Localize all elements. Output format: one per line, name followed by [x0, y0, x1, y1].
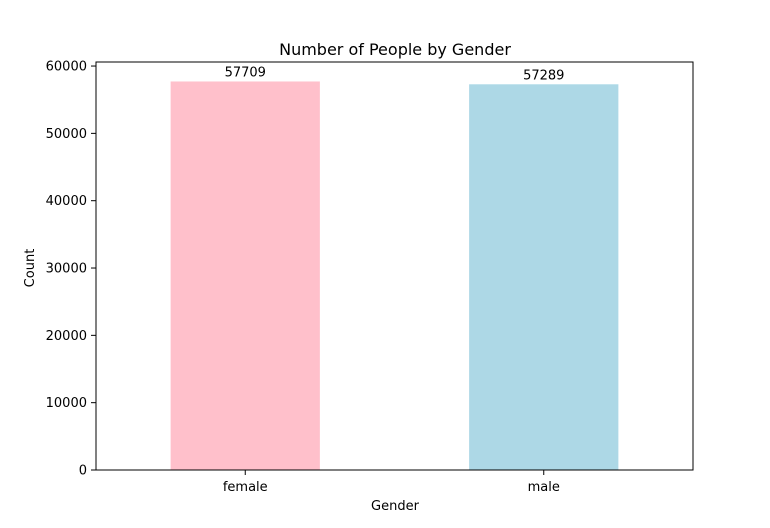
data-label-female: 57709	[225, 65, 266, 80]
y-tick-label-50000: 50000	[46, 127, 87, 142]
y-tick-label-10000: 10000	[46, 396, 87, 411]
data-labels-layer: 57709 57289	[225, 65, 565, 83]
y-tick-label-40000: 40000	[46, 194, 87, 209]
y-tick-label-0: 0	[79, 464, 87, 479]
y-tick-label-30000: 30000	[46, 262, 87, 277]
bar-female	[170, 81, 320, 470]
bars-layer	[170, 81, 619, 471]
y-axis-label: Count	[23, 249, 38, 288]
y-tick-label-60000: 60000	[46, 60, 87, 75]
x-tick-label-female: female	[223, 480, 268, 495]
x-axis-label: Gender	[371, 499, 420, 514]
y-tick-label-20000: 20000	[46, 329, 87, 344]
bar-male	[469, 84, 619, 471]
chart-title: Number of People by Gender	[279, 40, 511, 59]
x-tick-label-male: male	[528, 480, 560, 495]
data-label-male: 57289	[523, 68, 564, 83]
plot-frame	[95, 61, 694, 471]
ticks-layer: female male 0 10000 20000 30000 40000 50000 6000…	[46, 60, 560, 495]
